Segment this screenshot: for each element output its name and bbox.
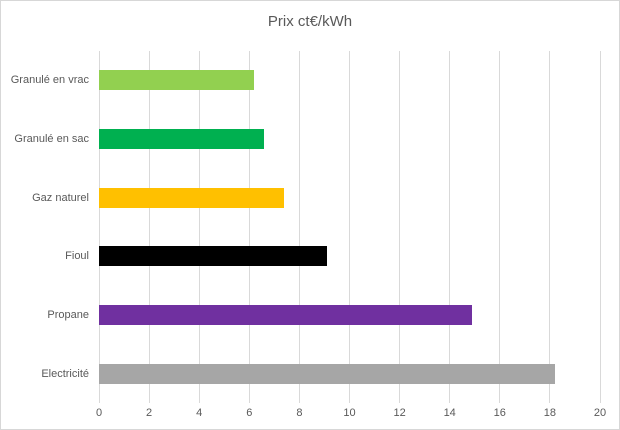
gridline bbox=[449, 51, 451, 403]
x-tick-label: 20 bbox=[593, 407, 607, 419]
category-label: Granulé en vrac bbox=[10, 74, 89, 87]
bar-propane bbox=[99, 305, 473, 325]
x-tick-label: 18 bbox=[543, 407, 557, 419]
bar-granul-en-vrac bbox=[99, 70, 255, 91]
category-label: Gaz naturel bbox=[32, 191, 89, 204]
bar-gaz-naturel bbox=[99, 187, 285, 208]
category-label: Granulé en sac bbox=[14, 133, 89, 145]
gridline bbox=[349, 51, 350, 403]
category-label: Electricité bbox=[41, 367, 89, 380]
gridline bbox=[298, 51, 300, 403]
gridline bbox=[599, 51, 601, 403]
gridline bbox=[98, 51, 100, 403]
gridline bbox=[248, 51, 250, 403]
x-tick-label: 8 bbox=[296, 407, 303, 419]
x-tick-label: 14 bbox=[443, 407, 456, 419]
x-tick-label: 6 bbox=[246, 407, 253, 419]
value-axis: 0 2 4 6 8 10 12 14 16 18 20 bbox=[95, 407, 606, 423]
bar-electricit- bbox=[99, 363, 555, 384]
gridline bbox=[148, 51, 150, 403]
x-tick-label: 16 bbox=[493, 407, 506, 419]
bar-granul-en-sac bbox=[99, 129, 265, 149]
x-tick-label: 2 bbox=[146, 407, 153, 419]
chart-title: Prix ct€/kWh bbox=[267, 13, 353, 30]
category-label: Propane bbox=[47, 309, 89, 321]
gridline bbox=[499, 51, 501, 403]
gridline bbox=[399, 51, 401, 403]
plot-area bbox=[98, 51, 601, 403]
bar-fioul bbox=[99, 246, 327, 267]
x-tick-label: 10 bbox=[343, 407, 356, 419]
category-axis: Granulé en vrac Granulé en sac Gaz naturel… bbox=[1, 51, 89, 403]
gridline bbox=[549, 51, 551, 403]
category-label: Fioul bbox=[65, 250, 89, 263]
x-tick-label: 4 bbox=[196, 407, 203, 419]
gridline bbox=[198, 51, 200, 403]
x-tick-label: 0 bbox=[95, 407, 103, 419]
x-tick-label: 12 bbox=[393, 407, 406, 419]
